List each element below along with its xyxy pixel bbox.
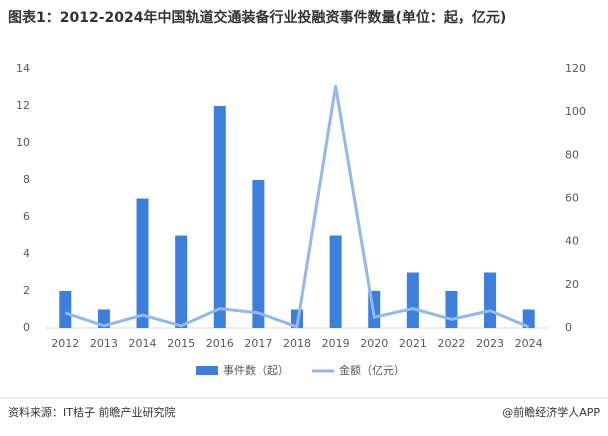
bar xyxy=(445,291,458,328)
y2-tick-label: 0 xyxy=(565,321,572,334)
y-tick-label: 8 xyxy=(23,173,30,186)
y2-tick-label: 60 xyxy=(565,192,579,205)
bar xyxy=(484,272,497,328)
legend-label: 事件数（起） xyxy=(223,364,289,377)
line xyxy=(64,84,530,329)
x-tick-label: 2014 xyxy=(129,337,157,350)
y-tick-label: 0 xyxy=(23,321,30,334)
x-tick-label: 2017 xyxy=(244,337,272,350)
y2-tick-label: 20 xyxy=(565,278,579,291)
bar xyxy=(522,309,535,328)
x-tick-label: 2012 xyxy=(51,337,79,350)
source: 资料来源：IT桔子 前瞻产业研究院 xyxy=(8,405,175,419)
bar xyxy=(406,272,419,328)
x-tick-label: 2022 xyxy=(437,337,465,350)
bar xyxy=(329,235,342,328)
chart-title: 图表1：2012-2024年中国轨道交通装备行业投融资事件数量(单位：起，亿元) xyxy=(8,9,506,26)
bar xyxy=(252,180,265,328)
legend-swatch xyxy=(196,366,218,375)
y-tick-label: 6 xyxy=(23,210,30,223)
y2-tick-label: 40 xyxy=(565,235,579,248)
bar xyxy=(213,106,226,328)
y-tick-label: 12 xyxy=(16,99,30,112)
x-tick-label: 2023 xyxy=(476,337,504,350)
x-tick-label: 2024 xyxy=(515,337,543,350)
credit: @前瞻经济学人APP xyxy=(502,405,600,419)
y2-tick-label: 100 xyxy=(565,105,586,118)
y-tick-label: 4 xyxy=(23,247,30,260)
y-tick-label: 14 xyxy=(16,62,30,75)
y2-tick-label: 120 xyxy=(565,62,586,75)
x-tick-label: 2016 xyxy=(206,337,234,350)
x-tick-label: 2020 xyxy=(360,337,388,350)
x-tick-label: 2015 xyxy=(167,337,195,350)
legend-label: 金额（亿元） xyxy=(339,363,405,377)
x-tick-label: 2019 xyxy=(322,337,350,350)
y2-tick-label: 80 xyxy=(565,148,579,161)
y-tick-label: 2 xyxy=(23,284,30,297)
x-tick-label: 2013 xyxy=(90,337,118,350)
bar xyxy=(59,291,72,328)
bar xyxy=(136,198,149,328)
x-tick-label: 2021 xyxy=(399,337,427,350)
bar xyxy=(175,235,188,328)
x-tick-label: 2018 xyxy=(283,337,311,350)
y-tick-label: 10 xyxy=(16,136,30,149)
